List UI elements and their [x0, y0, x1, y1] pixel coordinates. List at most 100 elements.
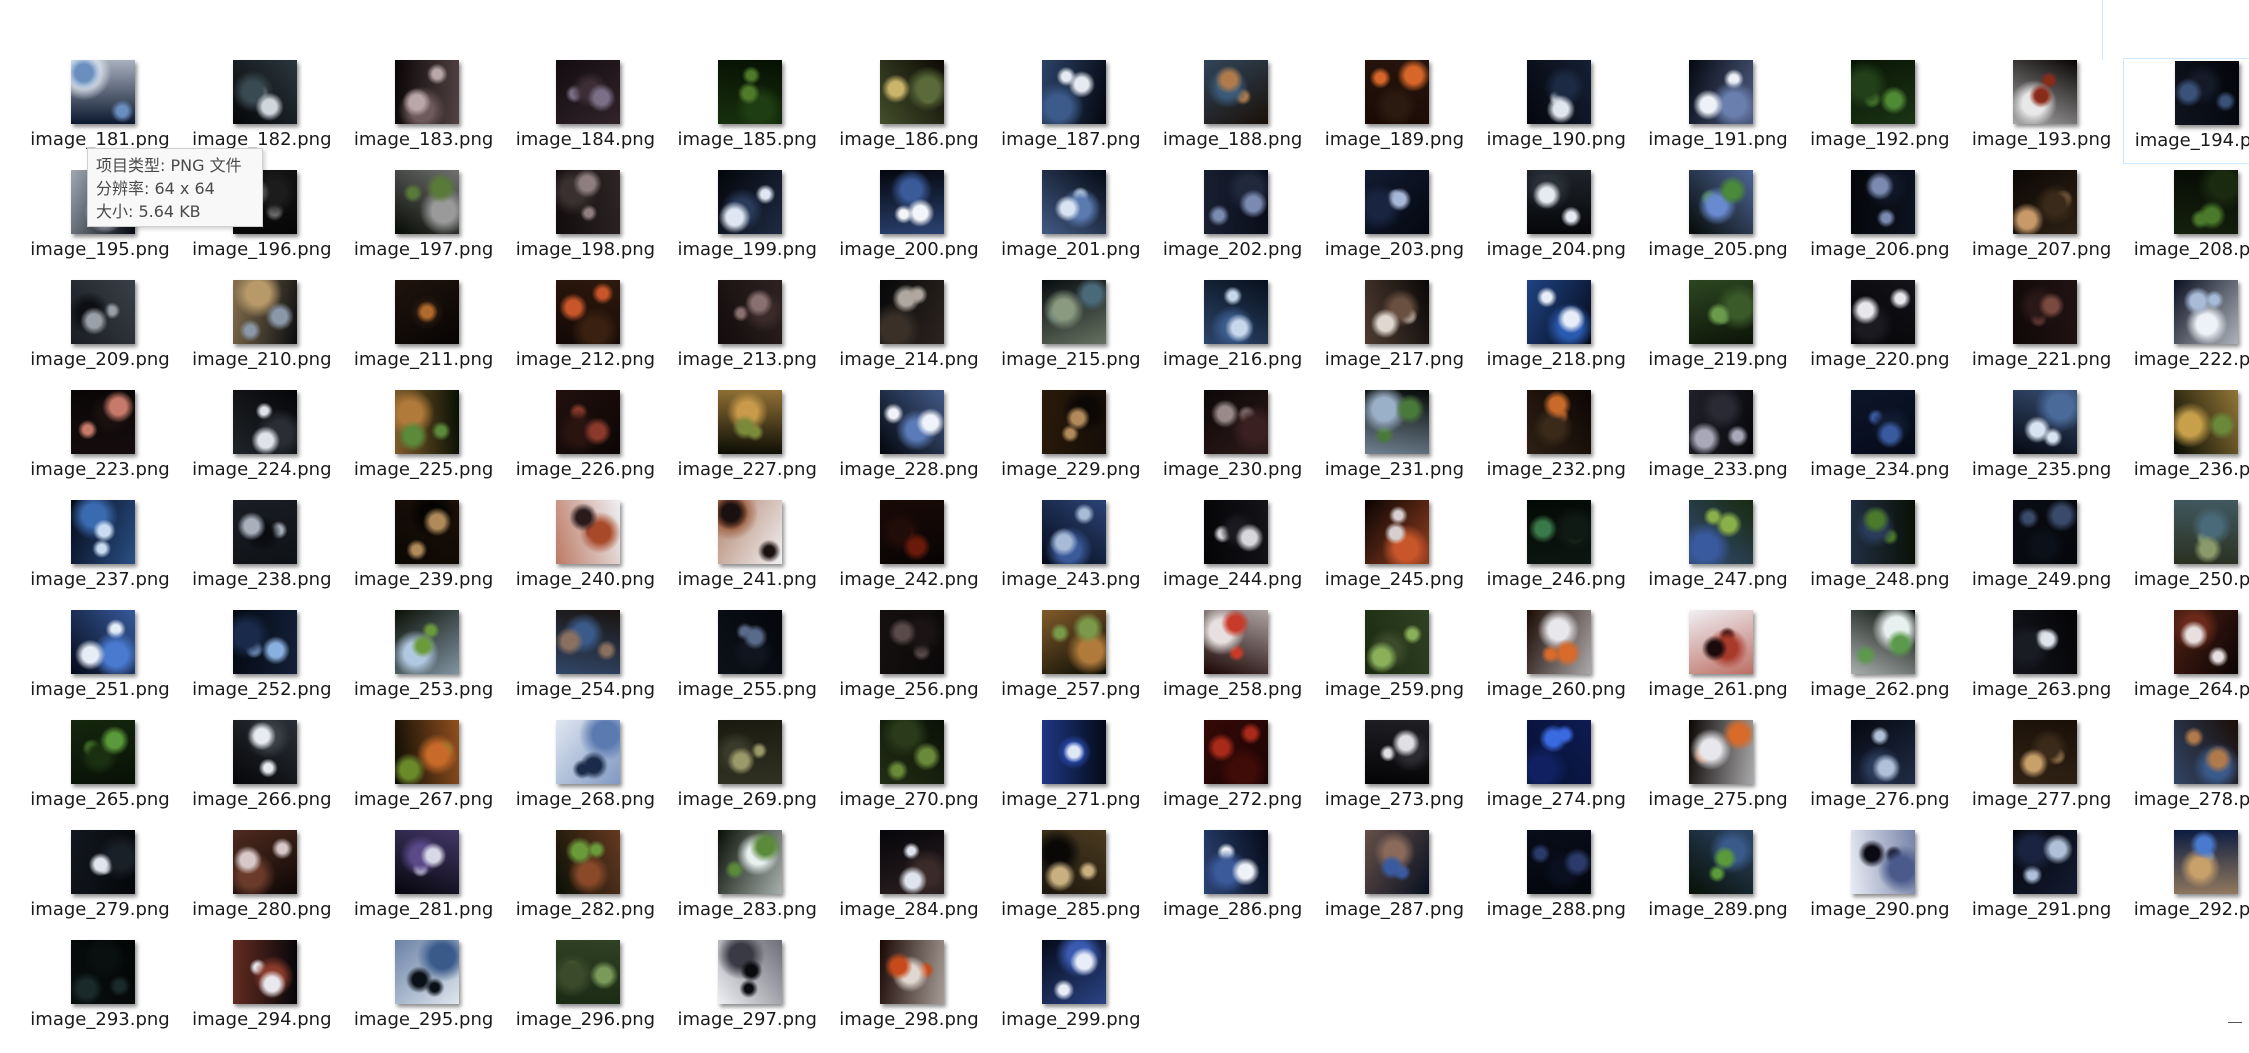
image-thumbnail[interactable] — [232, 830, 297, 894]
file-item[interactable]: image_243.png — [991, 498, 1151, 604]
image-thumbnail[interactable] — [556, 500, 621, 564]
image-thumbnail[interactable] — [2174, 830, 2239, 894]
file-item[interactable]: image_200.png — [829, 168, 989, 274]
file-item[interactable]: image_229.png — [991, 388, 1151, 494]
file-item[interactable]: image_188.png — [1153, 58, 1313, 164]
image-thumbnail[interactable] — [1527, 280, 1592, 344]
file-item[interactable]: image_261.png — [1638, 608, 1798, 714]
file-item[interactable]: image_184.png — [505, 58, 665, 164]
image-thumbnail[interactable] — [232, 720, 297, 784]
file-item[interactable]: image_242.png — [829, 498, 989, 604]
file-item[interactable]: image_187.png — [991, 58, 1151, 164]
file-item[interactable]: image_286.png — [1153, 828, 1313, 934]
image-thumbnail[interactable] — [1041, 720, 1106, 784]
image-thumbnail[interactable] — [1041, 830, 1106, 894]
file-item[interactable]: image_291.png — [1962, 828, 2122, 934]
image-thumbnail[interactable] — [880, 170, 944, 234]
image-thumbnail[interactable] — [1041, 500, 1106, 564]
file-item[interactable]: image_250.png — [2123, 498, 2249, 604]
file-item[interactable]: image_232.png — [1476, 388, 1636, 494]
image-thumbnail[interactable] — [2174, 390, 2239, 454]
image-thumbnail[interactable] — [880, 280, 944, 344]
file-item[interactable]: image_270.png — [829, 718, 989, 824]
image-thumbnail[interactable] — [1850, 280, 1915, 344]
image-thumbnail[interactable] — [718, 720, 783, 784]
file-item[interactable]: image_201.png — [991, 168, 1151, 274]
image-thumbnail[interactable] — [1041, 390, 1106, 454]
image-thumbnail[interactable] — [1689, 170, 1753, 234]
file-item[interactable]: image_280.png — [182, 828, 342, 934]
image-thumbnail[interactable] — [1365, 720, 1430, 784]
file-item[interactable]: image_206.png — [1800, 168, 1960, 274]
file-item[interactable]: image_203.png — [1314, 168, 1474, 274]
file-item[interactable]: image_295.png — [344, 938, 504, 1044]
file-item[interactable]: image_209.png — [20, 278, 180, 384]
file-item[interactable]: image_275.png — [1638, 718, 1798, 824]
image-thumbnail[interactable] — [2012, 720, 2077, 784]
image-thumbnail[interactable] — [2174, 280, 2239, 344]
image-thumbnail[interactable] — [1365, 830, 1430, 894]
image-thumbnail[interactable] — [1850, 60, 1915, 124]
image-thumbnail[interactable] — [2012, 610, 2077, 674]
image-thumbnail[interactable] — [71, 60, 135, 124]
file-item[interactable]: image_296.png — [505, 938, 665, 1044]
file-item[interactable]: image_202.png — [1153, 168, 1313, 274]
file-item[interactable]: image_223.png — [20, 388, 180, 494]
file-item[interactable]: image_282.png — [505, 828, 665, 934]
file-item[interactable]: image_197.png — [344, 168, 504, 274]
image-thumbnail[interactable] — [71, 940, 135, 1004]
image-thumbnail[interactable] — [880, 610, 944, 674]
file-item[interactable]: image_216.png — [1153, 278, 1313, 384]
file-item[interactable]: image_271.png — [991, 718, 1151, 824]
file-item[interactable]: image_264.png — [2123, 608, 2249, 714]
image-thumbnail[interactable] — [71, 610, 135, 674]
file-item[interactable]: image_227.png — [667, 388, 827, 494]
image-thumbnail[interactable] — [1203, 720, 1268, 784]
image-thumbnail[interactable] — [232, 610, 297, 674]
image-thumbnail[interactable] — [718, 390, 783, 454]
image-thumbnail[interactable] — [556, 280, 621, 344]
image-thumbnail[interactable] — [71, 500, 135, 564]
image-thumbnail[interactable] — [1689, 610, 1753, 674]
image-thumbnail[interactable] — [880, 500, 944, 564]
file-item[interactable]: image_276.png — [1800, 718, 1960, 824]
file-item[interactable]: image_214.png — [829, 278, 989, 384]
file-item[interactable]: image_224.png — [182, 388, 342, 494]
file-item[interactable]: image_217.png — [1314, 278, 1474, 384]
file-item[interactable]: image_248.png — [1800, 498, 1960, 604]
image-thumbnail[interactable] — [1850, 830, 1915, 894]
image-thumbnail[interactable] — [2174, 720, 2239, 784]
image-thumbnail[interactable] — [1850, 720, 1915, 784]
image-thumbnail[interactable] — [71, 280, 135, 344]
file-item[interactable]: image_231.png — [1314, 388, 1474, 494]
file-item[interactable]: image_255.png — [667, 608, 827, 714]
image-thumbnail[interactable] — [232, 60, 297, 124]
image-thumbnail[interactable] — [1041, 940, 1106, 1004]
image-thumbnail[interactable] — [394, 940, 459, 1004]
image-thumbnail[interactable] — [1527, 610, 1592, 674]
file-item[interactable]: image_289.png — [1638, 828, 1798, 934]
image-thumbnail[interactable] — [1203, 610, 1268, 674]
file-item[interactable]: image_273.png — [1314, 718, 1474, 824]
file-item[interactable]: image_249.png — [1962, 498, 2122, 604]
file-item[interactable]: image_253.png — [344, 608, 504, 714]
file-item[interactable]: image_257.png — [991, 608, 1151, 714]
image-thumbnail[interactable] — [394, 390, 459, 454]
file-item[interactable]: image_285.png — [991, 828, 1151, 934]
image-thumbnail[interactable] — [71, 390, 135, 454]
image-thumbnail[interactable] — [232, 280, 297, 344]
image-thumbnail[interactable] — [2012, 830, 2077, 894]
file-item[interactable]: image_189.png — [1314, 58, 1474, 164]
image-thumbnail[interactable] — [1689, 60, 1753, 124]
file-item[interactable]: image_288.png — [1476, 828, 1636, 934]
file-item[interactable]: image_194.png — [2123, 58, 2249, 164]
file-item[interactable]: image_246.png — [1476, 498, 1636, 604]
file-item[interactable]: image_279.png — [20, 828, 180, 934]
image-thumbnail[interactable] — [232, 940, 297, 1004]
file-item[interactable]: image_283.png — [667, 828, 827, 934]
file-item[interactable]: image_240.png — [505, 498, 665, 604]
image-thumbnail[interactable] — [718, 830, 783, 894]
image-thumbnail[interactable] — [1203, 60, 1268, 124]
file-item[interactable]: image_239.png — [344, 498, 504, 604]
image-thumbnail[interactable] — [1203, 390, 1268, 454]
